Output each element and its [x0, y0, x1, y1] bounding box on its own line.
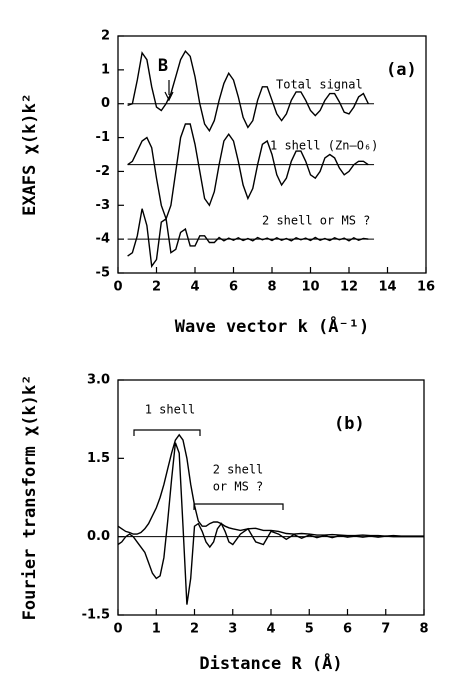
y-tick-label: -3 [96, 198, 110, 213]
annotation: 1 shell [145, 403, 196, 417]
x-axis-label: Distance R (Å) [199, 651, 342, 674]
series-line [117, 442, 424, 605]
y-tick-label: 1 [101, 62, 110, 77]
x-tick-label: 0 [113, 622, 122, 637]
x-tick-label: 6 [343, 622, 352, 637]
y-tick-label: 0 [101, 96, 110, 111]
arrow-head [164, 91, 174, 102]
series-line [117, 433, 424, 537]
annotation: (b) [334, 414, 365, 434]
x-tick-label: 4 [190, 280, 199, 295]
annotation: 2 shell [213, 463, 264, 477]
annotation: B [158, 56, 168, 76]
x-tick-label: 4 [266, 622, 275, 637]
annotation: 1 shell (Zn–O₆) [270, 139, 378, 153]
y-tick-label: -5 [96, 266, 110, 281]
y-tick-label: 3.0 [87, 373, 110, 388]
annotation: Total signal [276, 78, 363, 92]
x-tick-label: 3 [228, 622, 237, 637]
annotation: or MS ? [213, 480, 264, 494]
y-axis-label: EXAFS χ(k)k² [20, 93, 40, 216]
x-tick-label: 6 [229, 280, 238, 295]
annotation: (a) [386, 60, 417, 80]
y-tick-label: -2 [96, 164, 110, 179]
bracket [133, 429, 201, 436]
x-tick-label: 8 [267, 280, 276, 295]
y-tick-label: -1.5 [82, 608, 110, 623]
y-tick-label: 2 [101, 29, 110, 44]
x-tick-label: 1 [152, 622, 161, 637]
x-tick-label: 2 [190, 622, 199, 637]
y-axis-label: Fourier transform χ(k)k² [20, 375, 40, 621]
x-tick-label: 8 [419, 622, 428, 637]
x-tick-label: 10 [301, 280, 319, 295]
bracket [193, 503, 284, 510]
series-line [127, 208, 369, 269]
x-tick-label: 0 [113, 280, 122, 295]
x-tick-label: 12 [340, 280, 358, 295]
y-tick-label: -1 [96, 130, 110, 145]
x-tick-label: 16 [417, 280, 435, 295]
annotation: 2 shell or MS ? [262, 214, 370, 228]
series-line [127, 123, 369, 221]
y-tick-label: 1.5 [87, 451, 110, 466]
y-tick-label: 0.0 [87, 529, 110, 544]
x-tick-label: 14 [378, 280, 396, 295]
x-axis-label: Wave vector k (Å⁻¹) [175, 314, 369, 337]
y-tick-label: -4 [96, 232, 110, 247]
x-tick-label: 7 [381, 622, 390, 637]
x-tick-label: 2 [152, 280, 161, 295]
series-line [127, 50, 369, 133]
x-tick-label: 5 [305, 622, 314, 637]
